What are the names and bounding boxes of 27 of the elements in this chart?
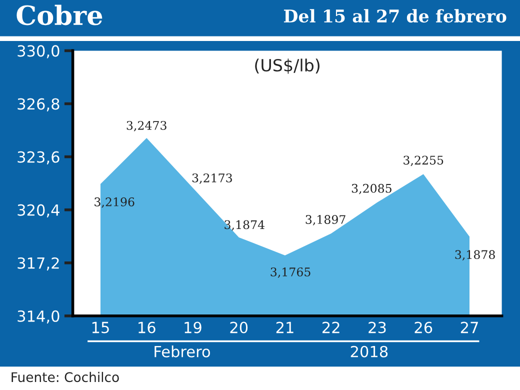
y-tick-label: 326,8 (18, 98, 60, 112)
x-tick-label: 26 (414, 322, 432, 334)
x-tick-label: 22 (322, 322, 340, 334)
y-tick-label: 323,6 (18, 151, 60, 164)
data-label: 3,1897 (306, 215, 346, 226)
y-tick-label: 317,2 (18, 257, 59, 270)
x-tick-label: 15 (92, 322, 109, 334)
y-axis-title: (US$/lb) (255, 58, 320, 74)
data-label: 3,2173 (192, 173, 232, 184)
x-tick-label: 27 (460, 322, 478, 334)
x-tick-label: 23 (368, 322, 386, 334)
data-label: 3,2473 (126, 120, 166, 132)
x-tick-label: 20 (230, 322, 248, 334)
x-tick-label: 19 (184, 322, 202, 334)
y-tick-label: 330,0 (18, 45, 60, 58)
text: Febrero (154, 346, 210, 358)
chart-title: Cobre (16, 4, 102, 26)
y-tick-label: 314,0 (18, 310, 60, 324)
source-note: Fuente: Cochilco (12, 372, 119, 382)
text: 2018 (350, 346, 388, 358)
data-label: 3,2085 (352, 184, 392, 194)
y-tick-label: 320,4 (18, 204, 60, 218)
chart-subtitle: Del 15 al 27 de febrero (284, 9, 506, 23)
data-label: 3,2255 (404, 156, 444, 166)
x-tick-label: 16 (138, 322, 156, 334)
data-label: 3,1765 (270, 267, 310, 278)
x-tick-label: 21 (276, 322, 294, 334)
